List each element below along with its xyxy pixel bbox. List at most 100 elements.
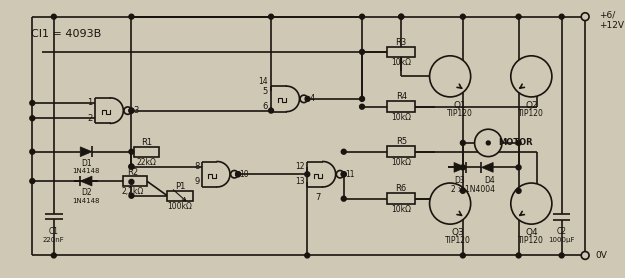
Circle shape	[559, 14, 564, 19]
Polygon shape	[80, 176, 92, 186]
Circle shape	[300, 95, 308, 103]
Circle shape	[399, 14, 404, 19]
Bar	[388, 146, 415, 157]
Text: R2: R2	[127, 168, 139, 177]
Circle shape	[305, 96, 310, 101]
Text: 10kΩ: 10kΩ	[391, 205, 411, 214]
Circle shape	[359, 96, 364, 101]
Text: R6: R6	[396, 184, 407, 193]
Text: 22kΩ: 22kΩ	[137, 158, 157, 167]
Circle shape	[359, 14, 364, 19]
Text: 1000μF: 1000μF	[548, 237, 575, 243]
Circle shape	[516, 140, 521, 145]
Text: 10: 10	[239, 170, 249, 179]
Text: 10kΩ: 10kΩ	[391, 58, 411, 67]
Text: TIP120: TIP120	[447, 109, 473, 118]
Circle shape	[269, 14, 274, 19]
Circle shape	[30, 179, 35, 183]
Text: 4: 4	[310, 94, 315, 103]
Circle shape	[516, 14, 521, 19]
Circle shape	[124, 107, 131, 114]
Text: +6/
+12V: +6/ +12V	[599, 11, 624, 30]
Circle shape	[305, 253, 310, 258]
Circle shape	[30, 101, 35, 105]
Circle shape	[581, 252, 589, 259]
Circle shape	[359, 49, 364, 54]
Polygon shape	[80, 147, 92, 157]
Circle shape	[236, 172, 241, 177]
Circle shape	[461, 140, 465, 145]
Text: TIP120: TIP120	[518, 109, 544, 118]
Circle shape	[129, 193, 134, 198]
Circle shape	[129, 164, 134, 169]
Circle shape	[341, 172, 346, 177]
Circle shape	[269, 108, 274, 113]
Text: 10kΩ: 10kΩ	[391, 113, 411, 122]
Circle shape	[129, 108, 134, 113]
Bar	[134, 147, 159, 157]
Circle shape	[341, 196, 346, 201]
Text: 10kΩ: 10kΩ	[391, 158, 411, 167]
Text: 8: 8	[194, 162, 199, 171]
Text: D4: D4	[484, 176, 494, 185]
Circle shape	[461, 165, 465, 170]
Circle shape	[461, 188, 465, 193]
Circle shape	[461, 253, 465, 258]
Bar	[168, 191, 192, 201]
Circle shape	[429, 183, 471, 224]
Circle shape	[129, 179, 134, 184]
Bar	[388, 101, 415, 112]
Circle shape	[30, 149, 35, 154]
Text: Q1: Q1	[454, 101, 466, 110]
Text: R4: R4	[396, 92, 407, 101]
Circle shape	[429, 56, 471, 97]
Circle shape	[474, 129, 502, 157]
Text: CI1 = 4093B: CI1 = 4093B	[31, 29, 102, 39]
Circle shape	[129, 149, 134, 154]
Text: 9: 9	[194, 177, 199, 186]
Circle shape	[516, 253, 521, 258]
Circle shape	[461, 14, 465, 19]
Text: 2,2kΩ: 2,2kΩ	[122, 187, 144, 196]
Circle shape	[486, 141, 490, 145]
Text: 1: 1	[88, 98, 92, 108]
Bar	[388, 46, 415, 57]
Text: 2 x 1N4004: 2 x 1N4004	[451, 185, 494, 194]
Circle shape	[30, 116, 35, 121]
Text: 7: 7	[316, 193, 321, 202]
Text: 13: 13	[296, 177, 305, 186]
Text: D2: D2	[81, 188, 91, 197]
Circle shape	[559, 253, 564, 258]
Text: D1: D1	[81, 159, 91, 168]
Circle shape	[51, 14, 56, 19]
Text: C1: C1	[49, 227, 59, 237]
Circle shape	[511, 183, 552, 224]
Text: MOTOR: MOTOR	[498, 138, 533, 147]
Text: 5: 5	[262, 87, 268, 96]
Circle shape	[341, 149, 346, 154]
Circle shape	[359, 104, 364, 109]
Text: 1N4148: 1N4148	[72, 168, 100, 174]
Text: 6: 6	[262, 102, 268, 111]
Text: 100kΩ: 100kΩ	[168, 202, 192, 211]
Text: 12: 12	[296, 162, 305, 171]
Text: TIP120: TIP120	[445, 236, 471, 245]
Text: TIP120: TIP120	[518, 236, 544, 245]
Text: Q3: Q3	[452, 229, 464, 237]
Circle shape	[341, 172, 346, 177]
Text: R5: R5	[396, 137, 407, 147]
Circle shape	[516, 188, 521, 193]
Circle shape	[129, 14, 134, 19]
Bar	[388, 193, 415, 204]
Circle shape	[236, 172, 241, 177]
Circle shape	[516, 165, 521, 170]
Text: D3: D3	[454, 176, 465, 185]
Text: R1: R1	[141, 138, 152, 147]
Circle shape	[581, 13, 589, 21]
Circle shape	[511, 56, 552, 97]
Text: 2: 2	[88, 114, 92, 123]
Polygon shape	[481, 162, 493, 172]
Text: 14: 14	[258, 77, 268, 86]
Circle shape	[129, 108, 134, 113]
Circle shape	[399, 14, 404, 19]
